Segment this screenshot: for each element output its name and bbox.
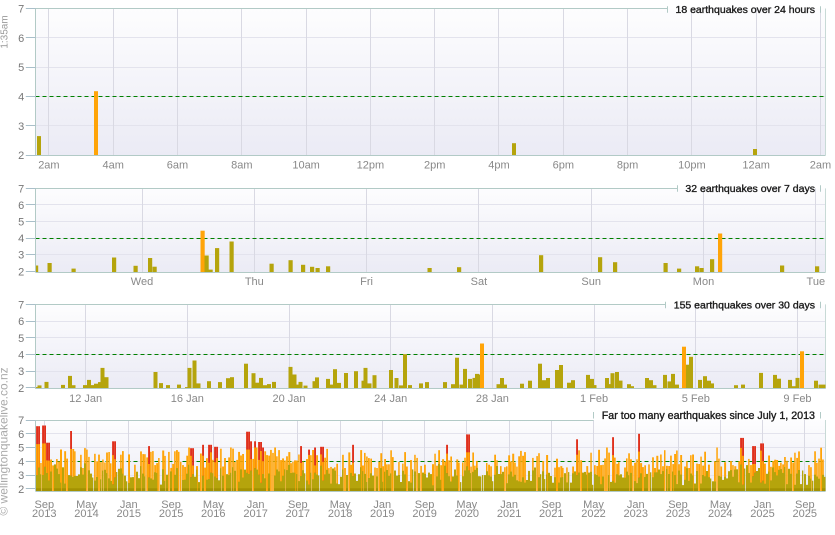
svg-text:3: 3 [18, 121, 24, 133]
svg-text:16 Jan: 16 Jan [171, 393, 204, 405]
svg-text:Jan: Jan [373, 499, 391, 511]
svg-text:2013: 2013 [32, 508, 56, 520]
svg-text:5: 5 [18, 62, 24, 74]
svg-text:Jan: Jan [500, 499, 518, 511]
svg-text:Sep: Sep [35, 499, 55, 511]
svg-text:5: 5 [18, 217, 24, 229]
svg-text:6: 6 [18, 33, 24, 45]
svg-text:2018: 2018 [328, 508, 352, 520]
svg-text:Sun: Sun [581, 276, 601, 288]
svg-text:Sep: Sep [668, 499, 688, 511]
svg-text:Thu: Thu [245, 276, 264, 288]
svg-text:5: 5 [18, 333, 24, 345]
svg-text:6pm: 6pm [553, 160, 574, 172]
svg-text:May: May [76, 499, 97, 511]
svg-text:2am: 2am [38, 160, 59, 172]
svg-text:3: 3 [18, 470, 24, 482]
svg-text:2025: 2025 [793, 508, 817, 520]
svg-text:2014: 2014 [74, 508, 98, 520]
svg-text:2023: 2023 [624, 508, 648, 520]
svg-text:Jan: Jan [754, 499, 772, 511]
svg-text:2019: 2019 [370, 508, 394, 520]
svg-text:Jan: Jan [627, 499, 645, 511]
svg-text:10am: 10am [292, 160, 320, 172]
svg-text:12 Jan: 12 Jan [69, 393, 102, 405]
svg-text:2020: 2020 [455, 508, 479, 520]
svg-text:Sat: Sat [471, 276, 488, 288]
svg-text:3: 3 [18, 250, 24, 262]
svg-text:Far too many earthquakes since: Far too many earthquakes since July 1, 2… [602, 410, 815, 422]
svg-text:3: 3 [18, 366, 24, 378]
svg-text:2: 2 [18, 383, 24, 395]
svg-text:155 earthquakes over 30 days: 155 earthquakes over 30 days [674, 300, 815, 312]
svg-text:Wed: Wed [131, 276, 153, 288]
svg-text:May: May [330, 499, 351, 511]
svg-text:5: 5 [18, 443, 24, 455]
svg-text:4am: 4am [102, 160, 123, 172]
svg-text:Sep: Sep [288, 499, 308, 511]
svg-text:4: 4 [18, 233, 24, 245]
svg-text:7: 7 [18, 183, 24, 195]
svg-text:2024: 2024 [708, 508, 732, 520]
svg-text:Sep: Sep [415, 499, 435, 511]
svg-text:8pm: 8pm [617, 160, 638, 172]
svg-text:Jan: Jan [247, 499, 265, 511]
svg-text:6am: 6am [167, 160, 188, 172]
svg-text:May: May [456, 499, 477, 511]
svg-text:5 Feb: 5 Feb [682, 393, 710, 405]
svg-text:2017: 2017 [243, 508, 267, 520]
svg-text:10pm: 10pm [678, 160, 706, 172]
svg-text:2am: 2am [810, 160, 831, 172]
svg-text:2: 2 [18, 150, 24, 162]
svg-text:20 Jan: 20 Jan [272, 393, 305, 405]
svg-text:2: 2 [18, 266, 24, 278]
svg-text:24 Jan: 24 Jan [374, 393, 407, 405]
svg-text:4: 4 [18, 456, 24, 468]
svg-text:9 Feb: 9 Feb [783, 393, 811, 405]
svg-text:2pm: 2pm [424, 160, 445, 172]
svg-text:2017: 2017 [286, 508, 310, 520]
svg-text:1:35am: 1:35am [0, 15, 11, 48]
svg-text:2023: 2023 [666, 508, 690, 520]
svg-text:2022: 2022 [581, 508, 605, 520]
svg-text:May: May [710, 499, 731, 511]
svg-text:2025: 2025 [750, 508, 774, 520]
svg-text:32 earthquakes over 7 days: 32 earthquakes over 7 days [685, 183, 815, 195]
svg-text:May: May [583, 499, 604, 511]
svg-text:2015: 2015 [117, 508, 141, 520]
svg-text:Mon: Mon [693, 276, 714, 288]
svg-text:2015: 2015 [159, 508, 183, 520]
svg-text:2021: 2021 [539, 508, 563, 520]
svg-text:6: 6 [18, 429, 24, 441]
svg-text:7: 7 [18, 4, 24, 16]
svg-text:4: 4 [18, 92, 24, 104]
svg-text:28 Jan: 28 Jan [476, 393, 509, 405]
svg-text:2019: 2019 [412, 508, 436, 520]
svg-text:1 Feb: 1 Feb [580, 393, 608, 405]
svg-text:Tue: Tue [807, 276, 826, 288]
svg-text:4pm: 4pm [488, 160, 509, 172]
svg-text:Jan: Jan [120, 499, 138, 511]
svg-text:Sep: Sep [161, 499, 181, 511]
svg-text:2: 2 [18, 484, 24, 496]
svg-text:7: 7 [18, 299, 24, 311]
svg-text:6: 6 [18, 316, 24, 328]
svg-text:12am: 12am [742, 160, 770, 172]
svg-text:Fri: Fri [360, 276, 373, 288]
svg-text:© wellingtonquakelive.co.nz: © wellingtonquakelive.co.nz [0, 367, 11, 515]
svg-text:4: 4 [18, 350, 24, 362]
svg-text:18 earthquakes over 24 hours: 18 earthquakes over 24 hours [675, 4, 815, 16]
svg-text:Sep: Sep [795, 499, 815, 511]
svg-text:2016: 2016 [201, 508, 225, 520]
svg-text:7: 7 [18, 415, 24, 427]
svg-text:8am: 8am [231, 160, 252, 172]
svg-text:12pm: 12pm [357, 160, 385, 172]
svg-text:2021: 2021 [497, 508, 521, 520]
svg-text:Sep: Sep [542, 499, 562, 511]
svg-text:May: May [203, 499, 224, 511]
svg-text:6: 6 [18, 200, 24, 212]
